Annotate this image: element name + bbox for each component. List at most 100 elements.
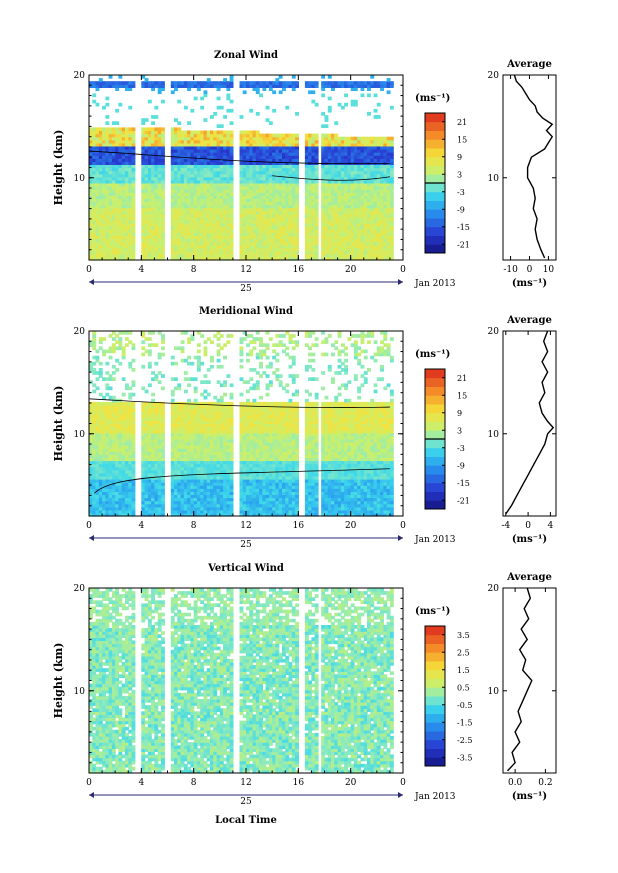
heatmap-cell	[174, 454, 178, 458]
heatmap-cell	[89, 84, 93, 88]
heatmap-cell	[226, 130, 231, 135]
heatmap-cell	[111, 343, 116, 347]
heatmap-cell	[308, 186, 312, 190]
heatmap-cell	[334, 192, 339, 196]
heatmap-cell	[344, 170, 348, 175]
heatmap-cell	[268, 139, 273, 144]
heatmap-cell	[131, 253, 136, 258]
heatmap-cell	[105, 229, 110, 233]
heatmap-cell	[98, 149, 103, 153]
heatmap-cell	[95, 256, 100, 261]
heatmap-cell	[321, 210, 326, 215]
heatmap-cell	[275, 219, 280, 224]
heatmap-cell	[331, 133, 335, 138]
heatmap-cell	[121, 244, 126, 249]
heatmap-cell	[229, 84, 234, 88]
heatmap-cell	[288, 136, 293, 141]
heatmap-cell	[311, 182, 316, 187]
heatmap-cell	[246, 229, 250, 233]
heatmap-cell	[304, 179, 309, 184]
heatmap-cell	[314, 152, 319, 156]
heatmap-cell	[347, 158, 352, 162]
heatmap-cell	[353, 158, 358, 162]
heatmap-cell	[102, 479, 106, 483]
heatmap-cell	[363, 81, 368, 85]
heatmap-cell	[118, 155, 123, 159]
heatmap-cell	[170, 485, 175, 489]
heatmap-cell	[226, 216, 231, 221]
heatmap-cell	[389, 182, 394, 187]
heatmap-cell	[324, 213, 329, 218]
heatmap-cell	[180, 81, 185, 85]
heatmap-cell	[187, 244, 191, 249]
heatmap-cell	[89, 198, 93, 202]
heatmap-cell	[200, 244, 205, 249]
heatmap-cell	[170, 423, 175, 428]
heatmap-cell	[111, 256, 116, 261]
heatmap-cell	[350, 167, 355, 172]
heatmap-cell	[367, 81, 371, 85]
heatmap-cell	[340, 198, 345, 202]
heatmap-cell	[102, 491, 106, 495]
heatmap-cell	[105, 420, 110, 425]
heatmap-cell	[210, 81, 214, 85]
heatmap-cell	[92, 93, 97, 98]
heatmap-cell	[304, 198, 309, 202]
heatmap-cell	[239, 229, 244, 233]
heatmap-cell	[334, 213, 339, 218]
heatmap-cell	[219, 204, 224, 209]
heatmap-cell	[344, 84, 348, 88]
heatmap-cell	[141, 250, 146, 255]
heatmap-cell	[363, 179, 368, 184]
heatmap-cell	[102, 414, 106, 418]
heatmap-cell	[144, 127, 149, 132]
heatmap-cell	[383, 149, 388, 153]
heatmap-cell	[321, 189, 326, 193]
heatmap-cell	[121, 475, 126, 480]
heatmap-cell	[125, 417, 129, 421]
day-label: 25	[240, 284, 252, 294]
heatmap-cell	[92, 170, 97, 175]
heatmap-cell	[370, 164, 375, 169]
heatmap-cell	[141, 445, 146, 449]
heatmap-cell	[141, 75, 146, 79]
heatmap-cell	[226, 142, 231, 147]
profile-x-label: (ms⁻¹)	[512, 278, 547, 289]
heatmap-cell	[367, 142, 371, 147]
heatmap-cell	[357, 161, 362, 165]
heatmap-cell	[223, 78, 227, 82]
heatmap-cell	[141, 173, 146, 178]
heatmap-cell	[265, 250, 270, 255]
heatmap-cell	[389, 201, 394, 206]
heatmap-cell	[89, 368, 93, 372]
heatmap-cell	[373, 167, 378, 172]
heatmap-cell	[360, 81, 365, 85]
heatmap-cell	[203, 93, 208, 98]
heatmap-cell	[128, 405, 133, 409]
heatmap-cell	[347, 152, 352, 156]
heatmap-cell	[183, 247, 188, 252]
heatmap-cell	[219, 149, 224, 153]
heatmap-cell	[141, 331, 146, 335]
heatmap-cell	[255, 219, 260, 224]
heatmap-cell	[102, 238, 106, 243]
heatmap-cell	[144, 457, 149, 462]
heatmap-cell	[239, 210, 244, 215]
heatmap-cell	[285, 139, 290, 144]
heatmap-cell	[170, 232, 175, 236]
heatmap-cell	[111, 405, 116, 409]
heatmap-cell	[285, 238, 290, 243]
heatmap-cell	[357, 192, 362, 196]
heatmap-cell	[229, 182, 234, 187]
heatmap-cell	[363, 213, 368, 218]
heatmap-cell	[141, 340, 146, 344]
heatmap-cell	[131, 232, 136, 236]
heatmap-cell	[321, 244, 326, 249]
heatmap-cell	[314, 142, 319, 147]
heatmap-cell	[291, 232, 296, 236]
heatmap-cell	[249, 223, 254, 227]
heatmap-cell	[246, 84, 250, 88]
heatmap-cell	[161, 432, 165, 437]
heatmap-cell	[128, 149, 133, 153]
heatmap-cell	[340, 247, 345, 252]
